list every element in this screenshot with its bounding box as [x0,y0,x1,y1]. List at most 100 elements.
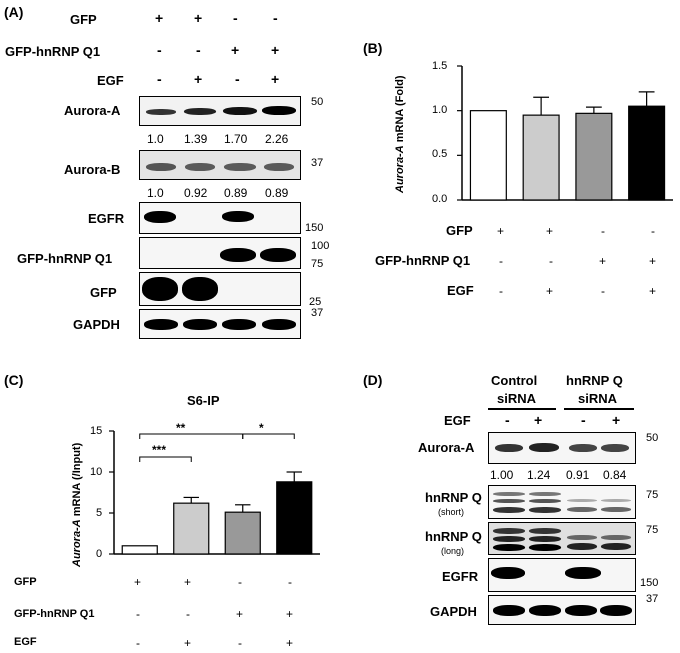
panel-d-sign: - [505,412,510,428]
band [223,107,257,115]
band [600,605,632,616]
panel-a-hnrnp-row-label: GFP-hnRNP Q1 [5,44,101,59]
d-blot-label-egfr: EGFR [442,569,479,584]
d-blot-hnrnp-short [488,485,636,519]
group-label-control: Control [491,373,538,388]
marker-150: 150 [305,222,324,234]
band [142,277,178,301]
band [222,319,256,330]
blot-gfp-hnrnp [139,237,301,269]
band [567,535,597,540]
band [144,319,178,330]
ytick-label: 0.5 [432,148,448,160]
bar [121,545,158,555]
panel-a-sign: - [233,10,238,26]
panel-d-sign: + [534,412,543,428]
panel-a-sign: - [157,42,162,58]
panel-a-sign: - [196,42,201,58]
marker-50: 50 [311,96,324,108]
band [220,248,256,262]
sig-bracket [139,456,192,462]
group-label-hnrnp: siRNA [578,391,618,406]
band [529,605,561,616]
sig-mark: *** [152,443,167,457]
panel-c-sign: + [184,636,192,650]
sig-mark: ** [176,421,186,435]
band [601,499,631,502]
marker-50: 50 [646,432,659,444]
panel-c-gfp-row-label: GFP [14,576,37,588]
panel-c-title: S6-IP [187,393,220,408]
band [493,492,525,496]
ytick-label: 1.0 [432,104,448,116]
band [493,499,525,503]
d-blot-label-gapdh: GAPDH [430,604,477,619]
panel-b-egf-row-label: EGF [447,283,474,298]
band [493,536,525,542]
band [183,319,217,330]
band [493,544,525,551]
panel-b-sign: - [651,224,655,238]
band [185,163,215,171]
blot-label-gfp-hnrnp: GFP-hnRNP Q1 [17,251,113,266]
band [264,163,294,171]
blot-label-egfr: EGFR [88,211,125,226]
panel-b-gfp-row-label: GFP [446,223,473,238]
ytick-label: 1.5 [432,60,448,72]
band [565,605,597,616]
d-blot-aurora-a [488,432,636,464]
band [182,277,218,301]
group-label-hnrnp: hnRNP Q [566,373,623,388]
ytick-label: 5 [96,507,103,519]
panel-b-sign: + [546,224,554,238]
panel-b-sign: - [549,254,553,268]
band [569,444,597,452]
panel-c-sign: - [186,607,190,621]
band [491,567,525,579]
panel-b-sign: + [599,254,607,268]
bar [224,511,261,555]
panel-c-label: (C) [4,372,24,388]
panel-c-sign: + [286,636,294,650]
band [529,492,561,496]
panel-a-sign: + [271,71,280,87]
band [529,528,561,534]
panel-c-sign: + [236,607,244,621]
panel-a-sign: - [235,71,240,87]
panel-b-sign: - [499,254,503,268]
sig-bracket [139,433,244,439]
band [262,319,296,330]
panel-c-sign: + [286,607,294,621]
marker-75: 75 [311,258,324,270]
band [601,444,629,452]
panel-c-sign: + [134,575,142,589]
band [144,211,176,223]
band [601,543,631,550]
bar [173,502,210,555]
band [567,543,597,550]
panel-a-sign: + [271,42,280,58]
bar [522,114,560,201]
bar [628,105,666,201]
panel-b-sign: - [601,224,605,238]
quant-value: 0.84 [603,468,627,482]
band [495,444,523,452]
bar [575,112,613,201]
band [601,507,631,512]
d-blot-egfr [488,558,636,592]
group-underline [564,408,634,410]
panel-a-sign: - [273,10,278,26]
quant-value: 0.92 [184,186,208,200]
panel-a-sign: + [155,10,164,26]
panel-c-sign: - [238,636,242,650]
panel-b-sign: + [649,254,657,268]
blot-gfp [139,272,301,306]
band [529,536,561,542]
band [601,535,631,540]
d-blot-hnrnp-long [488,522,636,555]
panel-c-sign: - [238,575,242,589]
panel-a-sign: + [194,10,203,26]
band [146,163,176,171]
panel-b-sign: + [649,284,657,298]
